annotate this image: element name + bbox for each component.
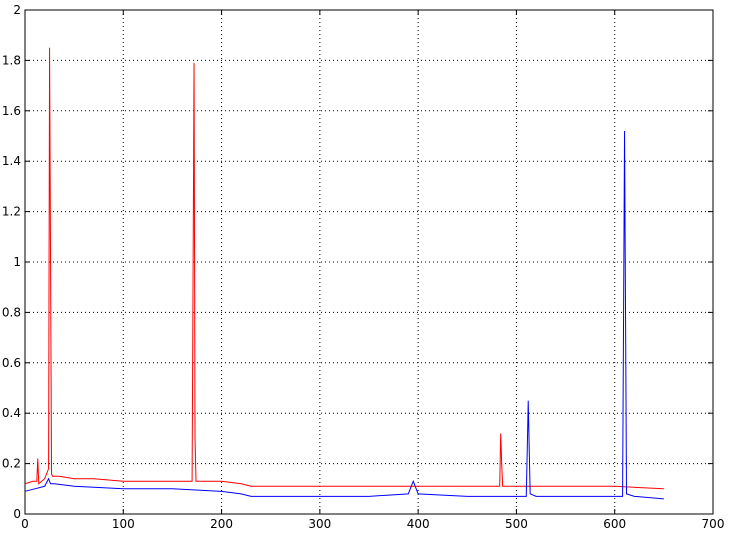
x-tick-label: 100 — [112, 517, 135, 531]
x-axis-ticks: 0 100 200 300 400 500 600 700 — [21, 10, 724, 531]
y-tick-label: 1.2 — [2, 205, 21, 219]
x-tick-label: 300 — [308, 517, 331, 531]
series-group — [24, 47, 664, 500]
y-tick-label: 1.8 — [2, 53, 21, 67]
y-tick-label: 2 — [13, 3, 21, 17]
series-line-2 — [24, 130, 664, 500]
x-tick-label: 700 — [702, 517, 725, 531]
y-tick-label: 0.6 — [2, 356, 21, 370]
grid-lines — [25, 10, 713, 514]
x-tick-label: 0 — [21, 517, 29, 531]
series-line-1 — [24, 47, 664, 490]
y-axis-ticks: 0 0.2 0.4 0.6 0.8 1 1.2 1.4 1.6 1.8 2 — [2, 3, 713, 521]
x-tick-label: 600 — [603, 517, 626, 531]
x-tick-label: 200 — [210, 517, 233, 531]
y-tick-label: 1.6 — [2, 104, 21, 118]
x-tick-label: 400 — [407, 517, 430, 531]
x-tick-label: 500 — [505, 517, 528, 531]
y-tick-label: 0.2 — [2, 457, 21, 471]
y-tick-label: 0.8 — [2, 305, 21, 319]
y-tick-label: 0 — [13, 507, 21, 521]
y-tick-label: 0.4 — [2, 406, 21, 420]
y-tick-label: 1.4 — [2, 154, 21, 168]
y-tick-label: 1 — [13, 255, 21, 269]
